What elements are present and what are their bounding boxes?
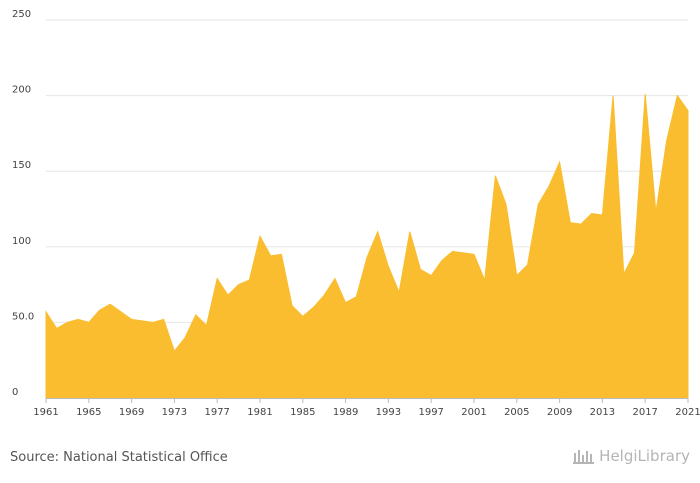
data-point[interactable] <box>482 278 487 283</box>
data-point[interactable] <box>397 290 402 295</box>
data-point[interactable] <box>664 138 669 143</box>
data-point[interactable] <box>215 276 220 281</box>
data-point[interactable] <box>183 335 188 340</box>
x-tick-label: 1973 <box>162 407 187 418</box>
data-point[interactable] <box>686 108 691 113</box>
helgi-logo-icon <box>573 450 595 464</box>
data-point[interactable] <box>300 314 305 319</box>
x-tick-label: 2021 <box>675 407 700 418</box>
data-point[interactable] <box>514 273 519 278</box>
data-point[interactable] <box>429 273 434 278</box>
x-tick-label: 2005 <box>504 407 529 418</box>
data-point[interactable] <box>536 202 541 207</box>
y-tick-label: 0 <box>12 387 18 398</box>
y-tick-labels: 0 50.0 100 150 200 250 <box>12 9 34 398</box>
x-tick-label: 2001 <box>461 407 486 418</box>
helgi-library-logo[interactable]: HelgiLibrary <box>573 447 690 465</box>
data-point[interactable] <box>76 317 81 322</box>
data-point[interactable] <box>108 302 113 307</box>
data-point[interactable] <box>140 318 145 323</box>
y-tick-label: 100 <box>12 236 31 247</box>
area-series <box>45 94 689 399</box>
data-point[interactable] <box>621 272 626 277</box>
x-tick-label: 1965 <box>76 407 101 418</box>
data-point[interactable] <box>44 309 49 314</box>
data-point[interactable] <box>632 250 637 255</box>
data-point[interactable] <box>472 252 477 257</box>
data-point[interactable] <box>129 317 134 322</box>
data-point[interactable] <box>161 317 166 322</box>
x-tick-label: 1969 <box>119 407 144 418</box>
data-point[interactable] <box>589 211 594 216</box>
x-tick-label: 1961 <box>33 407 58 418</box>
y-tick-label: 200 <box>12 85 31 96</box>
data-point[interactable] <box>568 220 573 225</box>
data-point[interactable] <box>525 262 530 267</box>
x-tick-labels: 1961 1965 1969 1973 1977 1981 1985 1989 1993 1997… <box>33 407 700 418</box>
data-point[interactable] <box>311 305 316 310</box>
logo-text: HelgiLibrary <box>599 447 690 465</box>
data-point[interactable] <box>365 255 370 260</box>
data-point[interactable] <box>643 92 648 97</box>
data-point[interactable] <box>172 349 177 354</box>
data-point[interactable] <box>258 234 263 239</box>
area-series-layer <box>44 92 691 399</box>
data-point[interactable] <box>204 323 209 328</box>
data-point[interactable] <box>322 293 327 298</box>
data-point[interactable] <box>546 184 551 189</box>
data-point[interactable] <box>290 303 295 308</box>
data-point[interactable] <box>461 250 466 255</box>
data-point[interactable] <box>579 222 584 227</box>
chart-container: 0 50.0 100 150 200 250 1961 1965 1969 1973 1977 19… <box>12 9 700 418</box>
data-point[interactable] <box>354 294 359 299</box>
data-point[interactable] <box>151 320 156 325</box>
y-tick-label: 250 <box>12 9 31 20</box>
data-point[interactable] <box>225 293 230 298</box>
data-point[interactable] <box>504 202 509 207</box>
data-point[interactable] <box>268 253 273 258</box>
data-point[interactable] <box>97 308 102 313</box>
x-tick-label: 2013 <box>590 407 615 418</box>
x-tick-label: 1993 <box>376 407 401 418</box>
axes <box>45 398 689 403</box>
data-point[interactable] <box>375 229 380 234</box>
data-point[interactable] <box>386 264 391 269</box>
data-point[interactable] <box>675 93 680 98</box>
x-tick-label: 1997 <box>418 407 443 418</box>
x-tick-label: 2009 <box>547 407 572 418</box>
x-tick-label: 2017 <box>632 407 657 418</box>
x-tick-label: 1985 <box>290 407 315 418</box>
data-point[interactable] <box>407 229 412 234</box>
data-point[interactable] <box>332 276 337 281</box>
data-point[interactable] <box>600 213 605 218</box>
y-tick-label: 150 <box>12 160 31 171</box>
data-point[interactable] <box>450 249 455 254</box>
y-tick-label: 50.0 <box>12 311 34 322</box>
data-point[interactable] <box>418 267 423 272</box>
data-point[interactable] <box>493 173 498 178</box>
data-point[interactable] <box>247 278 252 283</box>
data-point[interactable] <box>611 93 616 98</box>
data-point[interactable] <box>54 326 59 331</box>
data-point[interactable] <box>653 210 658 215</box>
data-point[interactable] <box>557 160 562 165</box>
x-tick-label: 1989 <box>333 407 358 418</box>
x-tick-label: 1981 <box>247 407 272 418</box>
x-tick-label: 1977 <box>204 407 229 418</box>
data-point[interactable] <box>236 282 241 287</box>
data-point[interactable] <box>193 312 198 317</box>
source-note: Source: National Statistical Office <box>10 450 228 465</box>
data-point[interactable] <box>65 320 70 325</box>
data-point[interactable] <box>118 309 123 314</box>
data-point[interactable] <box>279 252 284 257</box>
data-point[interactable] <box>86 320 91 325</box>
data-point[interactable] <box>439 258 444 263</box>
data-point[interactable] <box>343 300 348 305</box>
